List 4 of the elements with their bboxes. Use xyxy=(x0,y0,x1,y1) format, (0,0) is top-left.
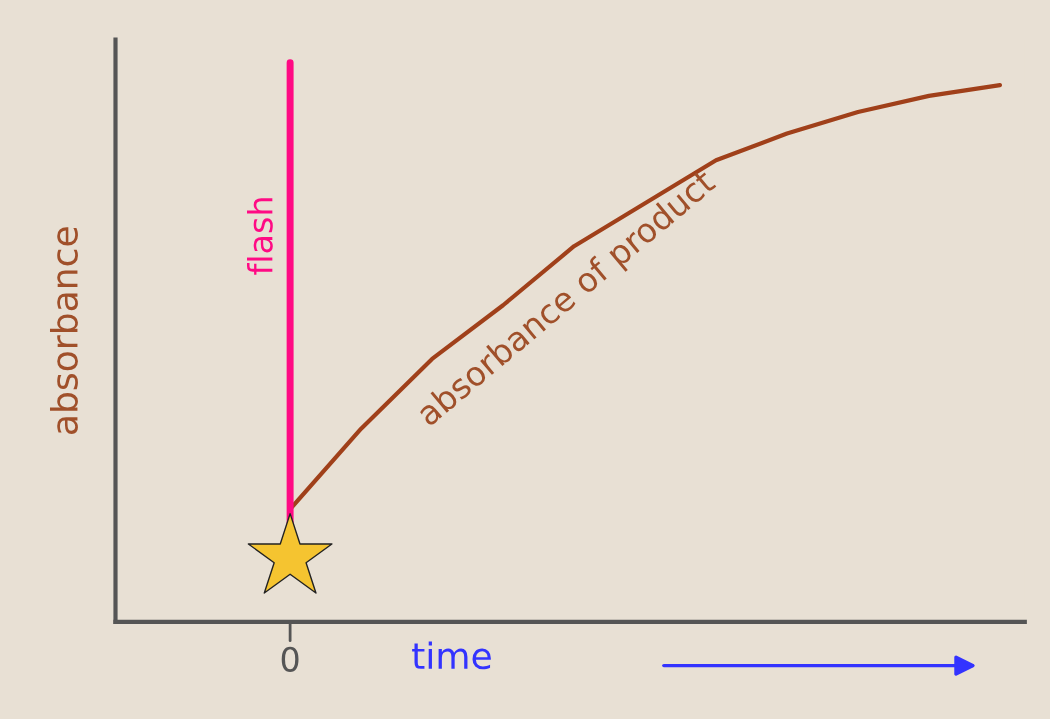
x-axis-title: time xyxy=(412,641,491,670)
y-axis-title: absorbance xyxy=(50,227,78,434)
text: 0 xyxy=(281,646,299,672)
text: flash xyxy=(247,198,273,275)
